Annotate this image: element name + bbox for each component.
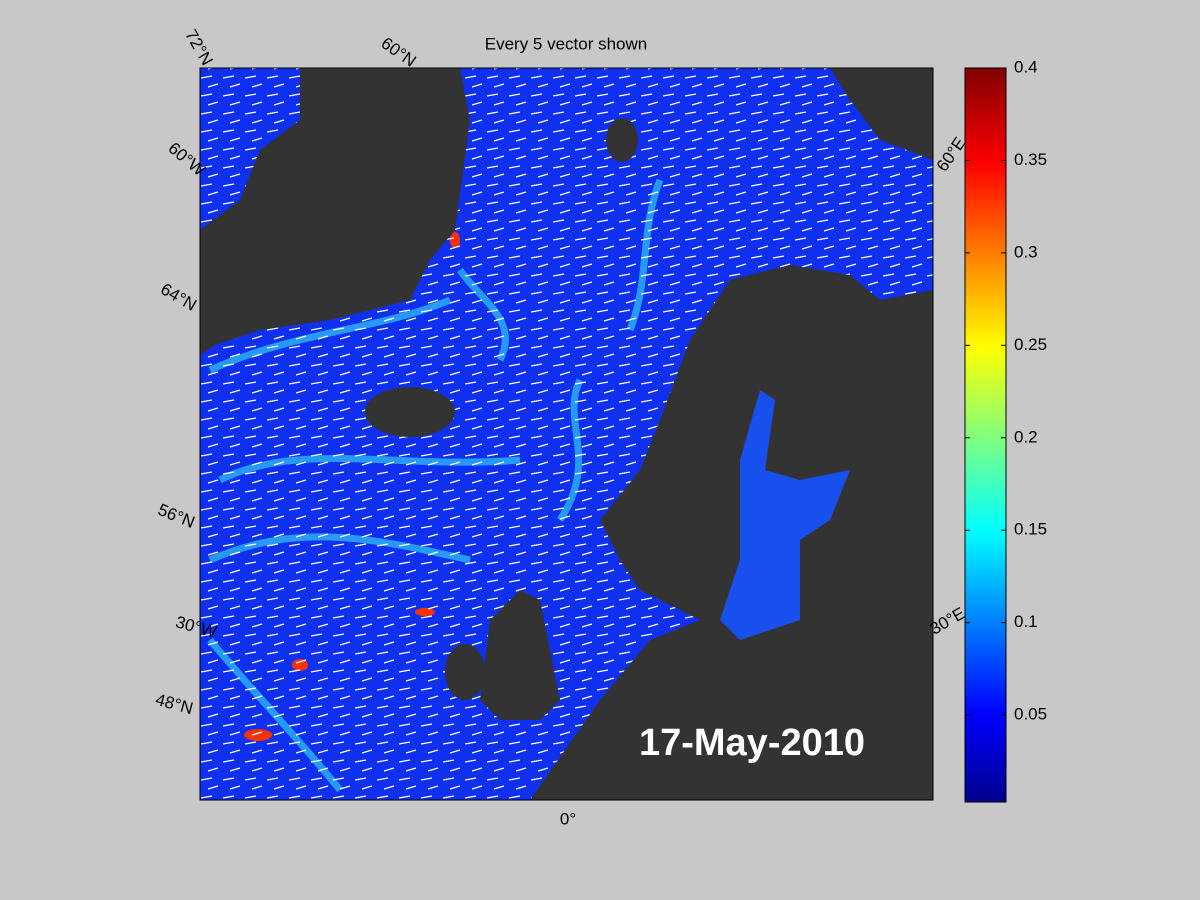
graticule-label: 64°N <box>157 279 199 314</box>
graticule-label: 0° <box>560 809 576 828</box>
date-label: 17-May-2010 <box>639 722 865 764</box>
iceland <box>365 387 455 437</box>
colorbar-tick-label: 0.3 <box>1014 242 1038 261</box>
map-frame <box>199 67 934 801</box>
scandinavia-europe <box>530 265 933 800</box>
map: 17-May-2010 <box>200 68 933 800</box>
great-britain <box>480 590 560 720</box>
graticule-label: 56°N <box>155 500 197 532</box>
graticule-label: 48°N <box>153 690 195 718</box>
colorbar-tick-label: 0.05 <box>1014 705 1047 724</box>
graticule-label: 60°N <box>378 33 420 70</box>
colorbar-tick-label: 0.4 <box>1014 57 1038 76</box>
colorbar-tick-label: 0.2 <box>1014 427 1038 446</box>
colorbar <box>964 67 1007 803</box>
graticule-label: 72°N <box>181 26 216 68</box>
greenland <box>200 68 470 355</box>
arctic-land <box>830 68 933 160</box>
colorbar-tick-label: 0.35 <box>1014 150 1047 169</box>
baltic <box>720 390 850 640</box>
colorbar-tick-label: 0.25 <box>1014 335 1047 354</box>
colorbar-tick-label: 0.1 <box>1014 612 1038 631</box>
ireland <box>445 644 485 700</box>
island <box>606 118 638 162</box>
colorbar-tick-label: 0.15 <box>1014 520 1047 539</box>
graticule-label: 60°E <box>933 134 970 175</box>
title: Every 5 vector shown <box>485 34 648 53</box>
